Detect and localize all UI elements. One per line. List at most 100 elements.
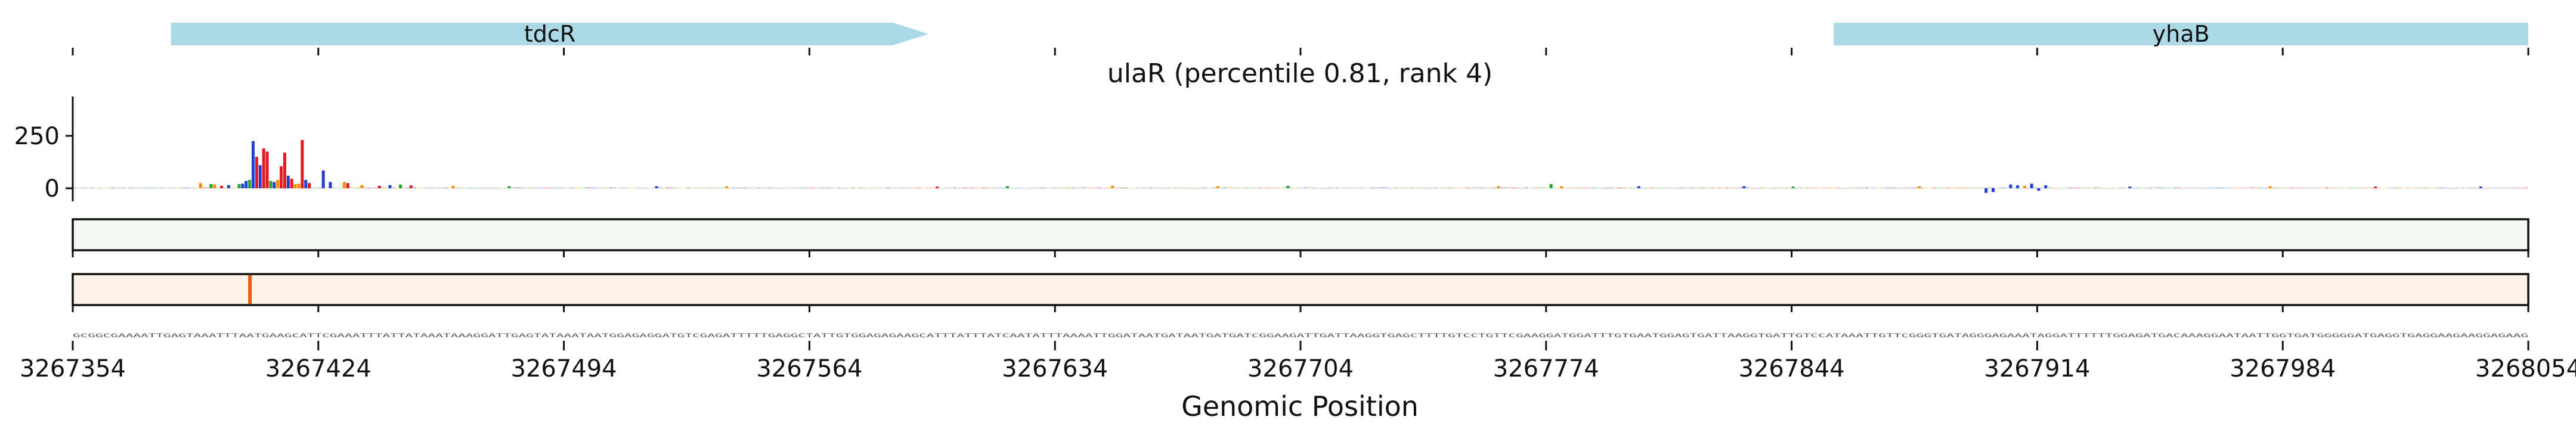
- gene-track-ticks: [72, 48, 2529, 55]
- attribution-peak-13: [265, 151, 269, 188]
- attribution-peak-8: [248, 179, 252, 188]
- gene-yhaB-arrow: [1834, 23, 2528, 45]
- baseline-mark: [213, 188, 216, 189]
- attribution-peak-16: [276, 179, 280, 188]
- attribution-peak-25: [308, 183, 311, 188]
- baseline-mark: [2205, 188, 2209, 189]
- baseline-mark: [956, 188, 960, 189]
- x-axis: 3267354 3267424 3267494 3267564 3267634 32677…: [20, 341, 2576, 383]
- attribution-peak-46: [1560, 186, 1563, 188]
- attribution-peak-53: [2009, 184, 2012, 188]
- baseline-mark: [806, 188, 809, 189]
- attribution-peak-62: [2479, 186, 2482, 188]
- baseline-mark: [490, 188, 494, 189]
- attribution-peak-10: [255, 157, 258, 188]
- baseline-mark: [1995, 188, 1999, 189]
- baseline-mark: [1469, 188, 1472, 189]
- baseline-mark: [2145, 188, 2150, 189]
- baseline-mark: [472, 188, 476, 189]
- baseline-mark: [2104, 188, 2107, 189]
- attribution-peak-3: [220, 185, 224, 188]
- attribution-peak-39: [936, 186, 939, 188]
- gene-label-tdcR: tdcR: [524, 21, 575, 47]
- chart-title: ulaR (percentile 0.81, rank 4): [1107, 58, 1493, 89]
- baseline-mark: [1686, 188, 1690, 189]
- attribution-peak-29: [346, 183, 349, 188]
- attribution-peak-15: [273, 182, 276, 188]
- baseline-mark: [648, 188, 652, 189]
- baseline-mark: [869, 188, 872, 189]
- x-tick-label-9: 3267984: [2230, 355, 2336, 383]
- y-ticks: 0 250: [14, 123, 73, 203]
- attribution-peak-59: [2128, 186, 2132, 188]
- baseline-mark: [2089, 188, 2093, 189]
- x-tick-label-7: 3267844: [1739, 355, 1845, 383]
- attribution-peak-36: [507, 186, 511, 188]
- baseline-mark: [94, 188, 97, 189]
- baseline-mark: [2191, 188, 2195, 189]
- attribution-peak-19: [286, 175, 290, 188]
- x-tick-label-4: 3267634: [1002, 355, 1108, 383]
- attribution-peak-1: [209, 184, 213, 188]
- baseline-mark: [679, 188, 683, 189]
- sequence-strip: GCGGCGAAAATTGAGTAAATTTAATGAAGCATTCGAAATT…: [73, 333, 2528, 339]
- attribution-peak-20: [290, 179, 293, 188]
- baseline-mark: [1640, 188, 1644, 189]
- baseline-mark: [497, 188, 501, 189]
- x-tick-label-1: 3267424: [265, 355, 371, 383]
- attribution-peak-27: [329, 182, 332, 188]
- baseline-mark: [2303, 188, 2307, 189]
- signal-track-1: [72, 218, 2529, 251]
- baseline-mark: [637, 188, 641, 189]
- x-tick-label-0: 3267354: [20, 355, 126, 383]
- attribution-peak-44: [1497, 186, 1500, 188]
- signal-track-2-mark-0: [248, 275, 252, 304]
- baseline-mark: [1191, 188, 1195, 189]
- baseline-mark: [1342, 188, 1346, 189]
- baseline-mark: [195, 188, 199, 189]
- baseline-mark: [1869, 188, 1872, 189]
- attribution-peak-2: [213, 184, 216, 188]
- attribution-peak-18: [283, 153, 286, 188]
- attribution-peak-23: [301, 140, 304, 188]
- attribution-peak-4: [227, 185, 230, 188]
- x-tick-label-2: 3267494: [511, 355, 617, 383]
- attribution-peak-14: [269, 181, 273, 188]
- baseline-mark: [1388, 188, 1392, 189]
- baseline-mark: [1883, 188, 1886, 189]
- attribution-peak-52: [1991, 188, 1995, 192]
- baseline-mark: [1897, 188, 1900, 189]
- baseline-mark: [2486, 188, 2490, 189]
- baseline-mark: [897, 188, 900, 189]
- attribution-peak-48: [1742, 186, 1746, 188]
- baseline-mark: [1318, 188, 1321, 189]
- attribution-peak-24: [304, 179, 308, 188]
- baseline-mark: [1767, 188, 1770, 189]
- attribution-peak-57: [2037, 188, 2041, 191]
- baseline-mark: [1128, 188, 1132, 189]
- baseline-mark: [2380, 188, 2385, 189]
- baseline-mark: [1262, 188, 1265, 189]
- baseline-mark: [662, 188, 665, 189]
- attribution-peak-58: [2044, 185, 2048, 188]
- baseline-mark: [1928, 188, 1932, 189]
- baseline-mark: [2430, 188, 2433, 189]
- baseline-mark: [1188, 188, 1192, 189]
- attribution-peak-22: [297, 184, 301, 188]
- attribution-peak-26: [321, 170, 325, 188]
- baseline-mark: [1160, 188, 1163, 189]
- gene-tdcR-arrow: [171, 23, 929, 45]
- x-tick-label-8: 3267914: [1984, 355, 2090, 383]
- attribution-peak-60: [2268, 186, 2272, 188]
- baseline-mark: [167, 188, 171, 189]
- attribution-peak-56: [2030, 184, 2033, 188]
- baseline-mark: [995, 188, 999, 189]
- baseline-mark: [1556, 188, 1560, 189]
- baseline-mark: [2402, 188, 2405, 189]
- baseline-mark: [2019, 188, 2023, 189]
- baseline-mark: [2240, 188, 2244, 189]
- baseline-mark: [595, 188, 599, 189]
- attribution-peak-35: [451, 185, 455, 188]
- baseline-mark: [921, 188, 925, 189]
